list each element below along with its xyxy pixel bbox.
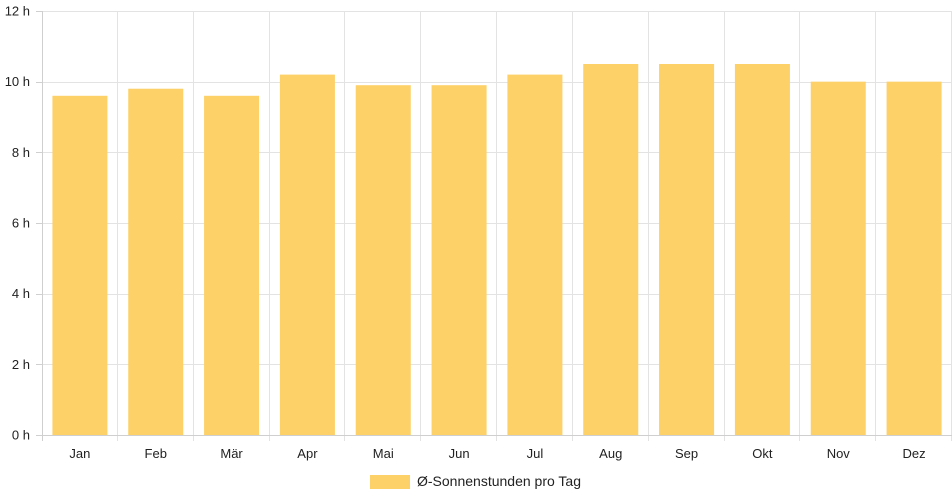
axes <box>36 11 952 441</box>
x-tick-label: Mär <box>220 446 243 461</box>
y-tick-label: 10 h <box>5 74 30 89</box>
bar-nov[interactable] <box>810 81 866 436</box>
y-tick-label: 4 h <box>12 286 30 301</box>
y-tick-label: 0 h <box>12 428 30 443</box>
bar-dez[interactable] <box>886 81 942 436</box>
bar-sep[interactable] <box>659 64 715 435</box>
y-axis-tick-labels: 0 h 2 h 4 h 6 h 8 h 10 h 12 h <box>5 4 30 443</box>
x-tick-label: Feb <box>145 446 167 461</box>
x-axis-tick-labels: Jan Feb Mär Apr Mai Jun Jul Aug Sep Okt Nov Dez <box>69 446 925 461</box>
legend-label: Ø-Sonnenstunden pro Tag <box>417 473 581 489</box>
bars <box>52 64 942 436</box>
bar-okt[interactable] <box>734 64 790 435</box>
bar-aug[interactable] <box>583 64 639 435</box>
x-tick-label: Aug <box>599 446 622 461</box>
y-tick-label: 2 h <box>12 357 30 372</box>
x-tick-label: Okt <box>752 446 773 461</box>
bar-apr[interactable] <box>279 74 335 435</box>
legend[interactable]: Ø-Sonnenstunden pro Tag <box>370 473 581 489</box>
bar-feb[interactable] <box>128 88 184 435</box>
x-tick-label: Mai <box>373 446 394 461</box>
x-tick-label: Jul <box>527 446 544 461</box>
y-tick-label: 8 h <box>12 145 30 160</box>
bar-jun[interactable] <box>431 85 487 435</box>
x-tick-label: Jan <box>69 446 90 461</box>
y-tick-label: 12 h <box>5 4 30 19</box>
x-tick-label: Jun <box>449 446 470 461</box>
bar-mär[interactable] <box>204 95 260 436</box>
legend-swatch <box>370 475 410 489</box>
bar-jul[interactable] <box>507 74 563 435</box>
bar-jan[interactable] <box>52 95 108 436</box>
grid-lines <box>42 11 952 441</box>
x-tick-label: Nov <box>827 446 851 461</box>
x-tick-label: Dez <box>903 446 926 461</box>
x-tick-label: Apr <box>297 446 318 461</box>
x-tick-label: Sep <box>675 446 698 461</box>
y-tick-label: 6 h <box>12 216 30 231</box>
bar-mai[interactable] <box>355 85 411 435</box>
